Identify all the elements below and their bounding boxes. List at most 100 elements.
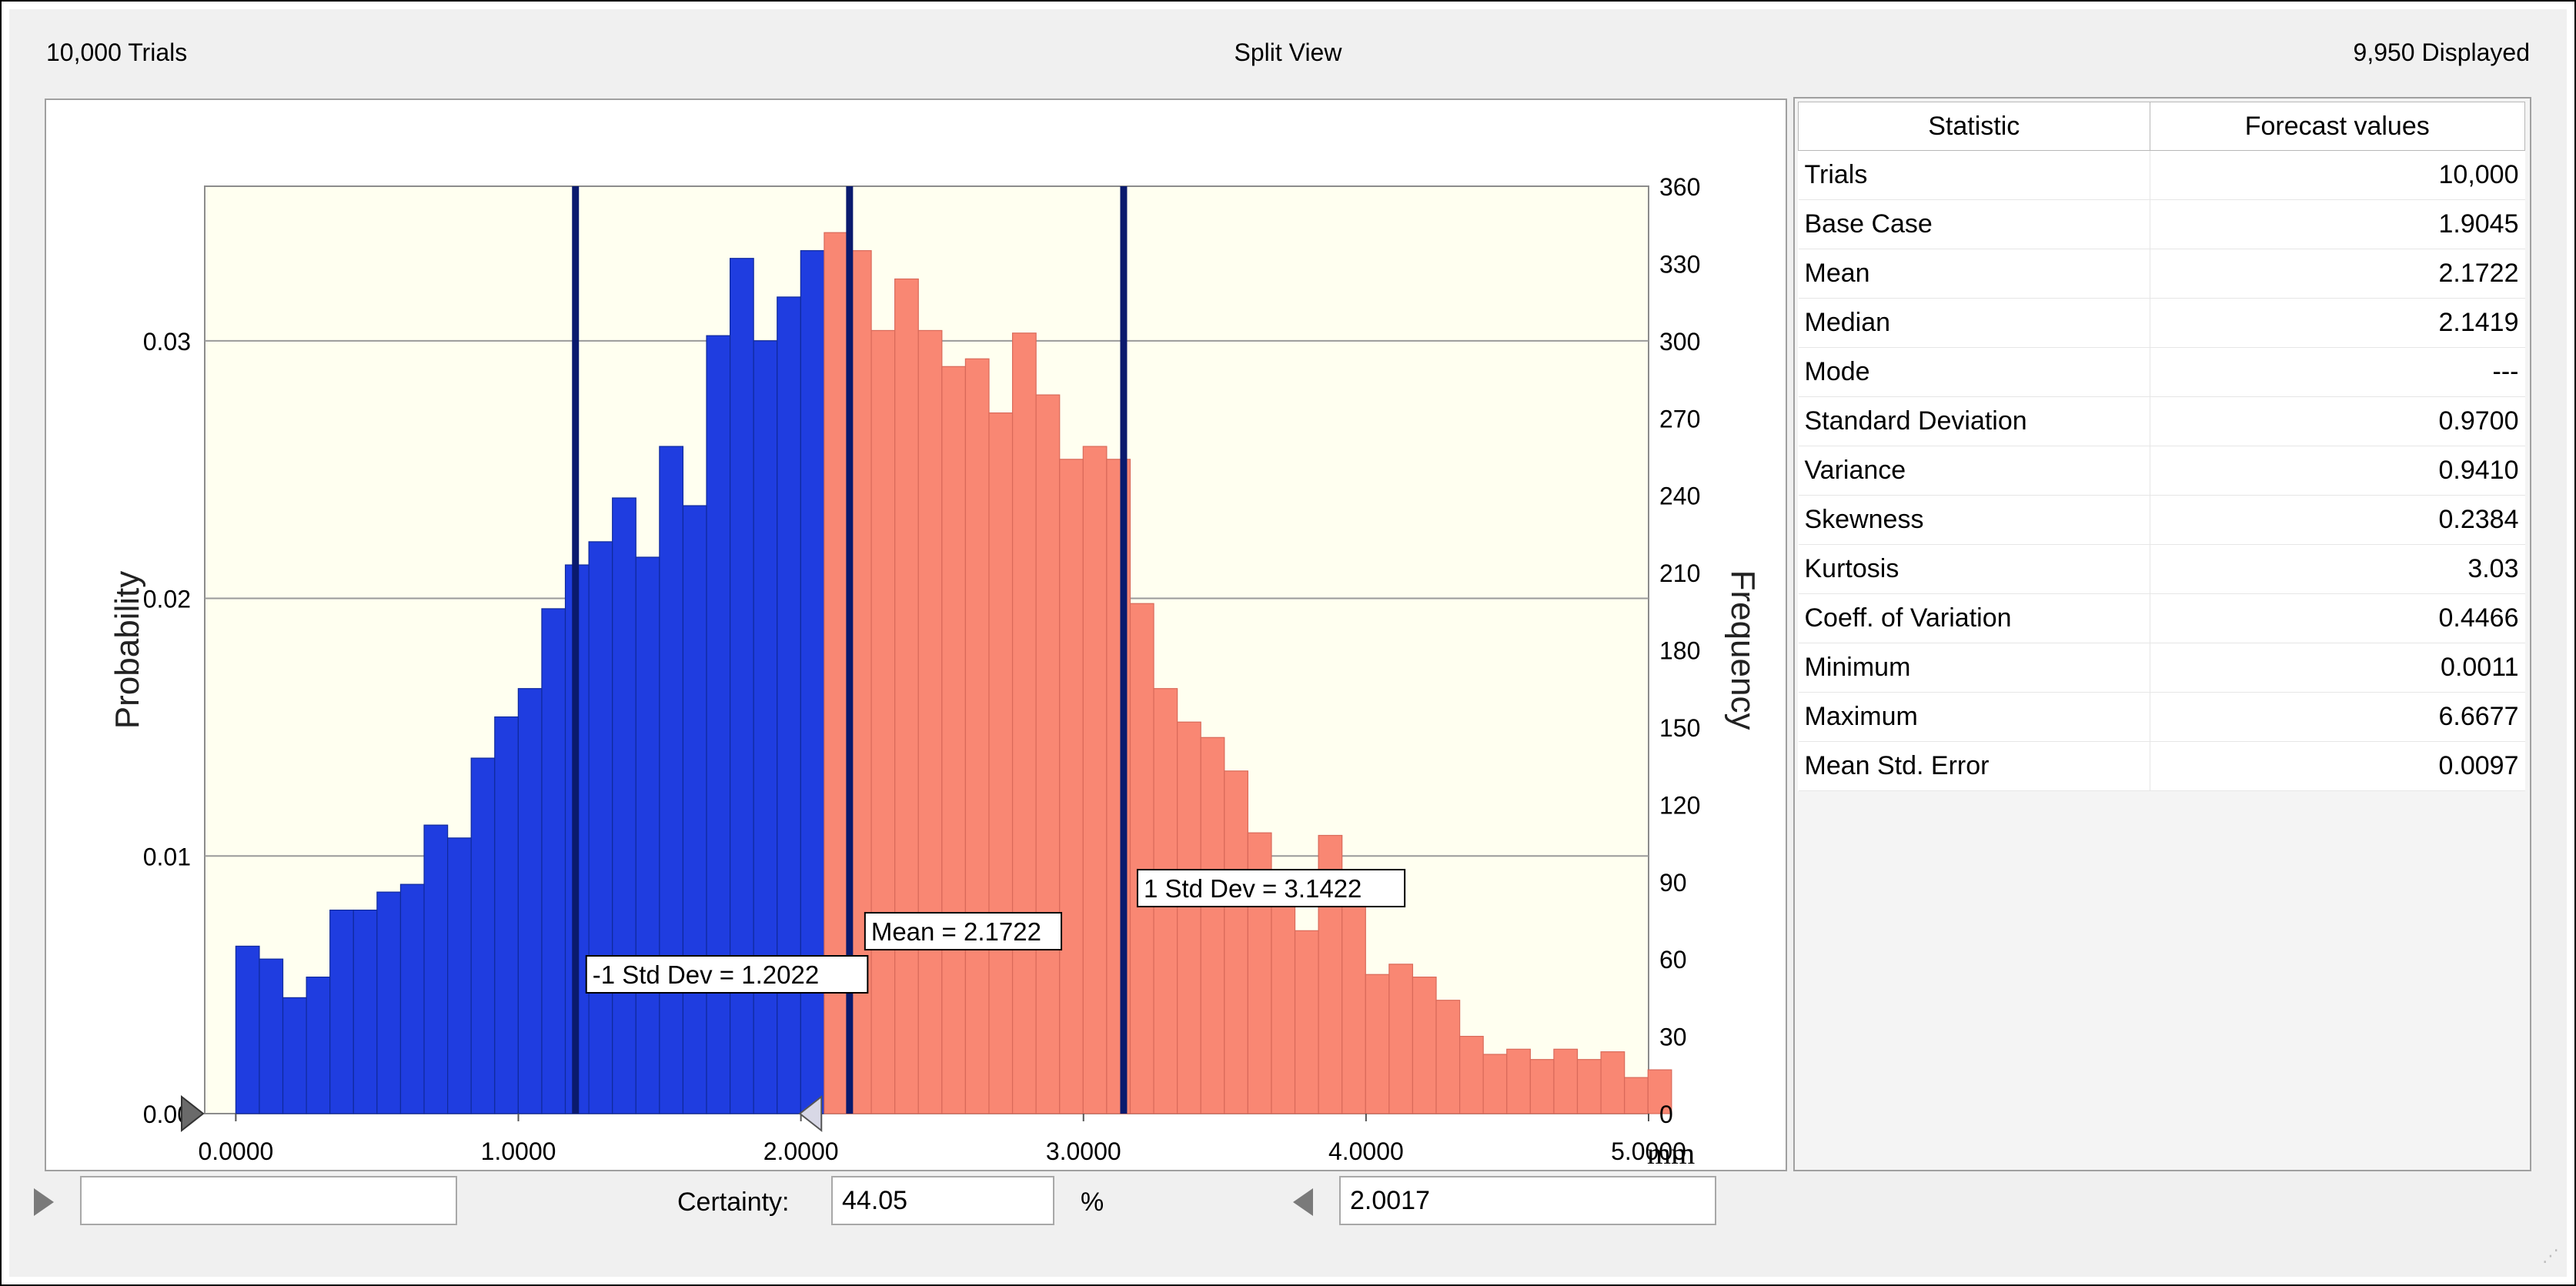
bar-right <box>1082 446 1108 1114</box>
bar-right <box>1294 930 1319 1114</box>
stat-value: 0.4466 <box>2150 593 2525 643</box>
bar-right <box>1624 1077 1649 1114</box>
bar-right <box>1035 394 1061 1114</box>
bar-right <box>1600 1051 1625 1114</box>
right-grabber-icon[interactable] <box>1293 1188 1313 1216</box>
marker-label-box <box>1136 869 1406 907</box>
y-tick-label: 0.03 <box>143 328 191 356</box>
bar-right <box>1529 1059 1555 1114</box>
bar-right <box>1011 332 1037 1114</box>
view-mode-label[interactable]: Split View <box>1234 38 1342 66</box>
bar-right <box>1435 1000 1461 1114</box>
bar-left <box>259 958 284 1114</box>
bar-left <box>682 505 707 1114</box>
stat-name: Trials <box>1798 150 2150 200</box>
y-axis-title: Probability <box>109 571 146 729</box>
stat-value: 3.03 <box>2150 544 2525 594</box>
certainty-label: Certainty: <box>677 1187 790 1217</box>
bar-right <box>1177 721 1201 1114</box>
stat-name: Skewness <box>1798 495 2150 545</box>
bar-left <box>706 335 731 1114</box>
x-axis-unit: mm <box>1647 1136 1695 1170</box>
stat-row: Variance 0.9410 <box>1798 446 2525 496</box>
percent-label: % <box>1081 1187 1104 1217</box>
y2-tick-label: 150 <box>1659 714 1700 742</box>
bar-right <box>1482 1054 1508 1114</box>
bar-left <box>423 824 449 1114</box>
histogram-chart: -1 Std Dev = 1.2022 Mean = 2.1722 1 Std De… <box>109 173 1762 1170</box>
bar-right <box>988 412 1014 1114</box>
bar-left <box>306 976 331 1114</box>
bar-right <box>1271 873 1296 1114</box>
x-tick-label: 5.0000 <box>1611 1137 1686 1165</box>
bar-right <box>1576 1059 1602 1114</box>
x-tick-label: 0.0000 <box>198 1137 273 1165</box>
left-grabber-icon[interactable] <box>34 1188 54 1216</box>
y2-tick-label: 60 <box>1659 946 1687 974</box>
stat-value: 0.9700 <box>2150 396 2525 446</box>
y-tick-label: 0.02 <box>143 586 191 613</box>
displayed-count: 9,950 Displayed <box>2353 38 2530 66</box>
stat-value: 2.1419 <box>2150 298 2525 348</box>
stat-value: 6.6677 <box>2150 692 2525 742</box>
stat-value: 0.2384 <box>2150 495 2525 545</box>
marker-label: Mean = 2.1722 <box>871 917 1041 946</box>
bar-right <box>1365 974 1390 1114</box>
y2-tick-label: 210 <box>1659 559 1700 587</box>
stat-value: 0.9410 <box>2150 446 2525 496</box>
right-value-field[interactable] <box>1339 1176 1716 1225</box>
marker-label-box <box>585 955 869 994</box>
bar-left <box>588 541 613 1114</box>
y2-tick-label: 360 <box>1659 173 1700 201</box>
statistics-table: Statistic Forecast values Trials 10,000 Ba… <box>1798 102 2525 791</box>
y-tick-label: 0.01 <box>143 843 191 870</box>
bar-left <box>753 340 778 1114</box>
bar-left <box>376 891 402 1114</box>
stat-row: Mean Std. Error 0.0097 <box>1798 741 2525 791</box>
bar-right <box>1459 1035 1484 1114</box>
x-tick-label: 2.0000 <box>763 1137 839 1165</box>
stat-name: Mean Std. Error <box>1798 741 2150 791</box>
stat-row: Mode --- <box>1798 347 2525 397</box>
bar-right <box>964 358 990 1114</box>
bar-right <box>941 366 967 1114</box>
bar-left <box>447 837 472 1114</box>
stat-name: Kurtosis <box>1798 544 2150 594</box>
stat-value: 0.0011 <box>2150 643 2525 693</box>
left-value-field[interactable] <box>80 1176 457 1225</box>
stat-name: Standard Deviation <box>1798 396 2150 446</box>
stat-row: Median 2.1419 <box>1798 298 2525 348</box>
stat-row: Minimum 0.0011 <box>1798 643 2525 693</box>
bar-left <box>352 909 378 1114</box>
stat-row: Kurtosis 3.03 <box>1798 544 2525 594</box>
left-certainty-grabber-icon <box>181 1094 205 1133</box>
stat-value: 1.9045 <box>2150 199 2525 249</box>
bar-right <box>1506 1048 1531 1114</box>
resize-grip-icon[interactable]: ⋰ <box>2542 1246 2559 1265</box>
stat-value: 10,000 <box>2150 150 2525 200</box>
x-tick-label: 1.0000 <box>481 1137 556 1165</box>
y2-tick-label: 0 <box>1659 1101 1673 1128</box>
y2-tick-label: 180 <box>1659 637 1700 665</box>
forecast-values-column-header[interactable]: Forecast values <box>2149 102 2525 151</box>
bar-left <box>329 909 354 1114</box>
stat-row: Skewness 0.2384 <box>1798 495 2525 545</box>
bar-right <box>1412 976 1437 1114</box>
bar-right <box>1224 770 1248 1114</box>
x-tick-label: 4.0000 <box>1328 1137 1404 1165</box>
bar-left <box>612 497 636 1114</box>
stat-row: Trials 10,000 <box>1798 150 2525 200</box>
bar-right <box>917 329 943 1114</box>
y2-tick-label: 30 <box>1659 1024 1687 1051</box>
bar-left <box>470 757 496 1114</box>
statistic-column-header[interactable]: Statistic <box>1798 102 2150 151</box>
bar-left <box>659 446 684 1114</box>
certainty-field[interactable] <box>831 1176 1054 1225</box>
stat-row: Base Case 1.9045 <box>1798 199 2525 249</box>
bar-right <box>1200 737 1225 1114</box>
stat-name: Mode <box>1798 347 2150 397</box>
stat-name: Base Case <box>1798 199 2150 249</box>
y2-axis-title: Frequency <box>1724 570 1762 730</box>
x-tick-label: 3.0000 <box>1046 1137 1121 1165</box>
